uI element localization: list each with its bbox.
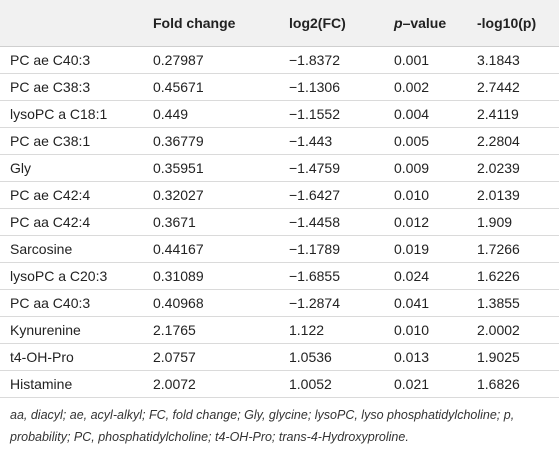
table-row: PC ae C38:3 0.45671 −1.1306 0.002 2.7442 xyxy=(0,73,559,101)
row-label: PC ae C38:3 xyxy=(0,73,143,101)
table-row: PC ae C42:4 0.32027 −1.6427 0.010 2.0139 xyxy=(0,181,559,209)
table-row: PC aa C42:4 0.3671 −1.4458 0.012 1.909 xyxy=(0,208,559,236)
table-cell: 0.004 xyxy=(384,100,467,128)
row-label: PC aa C42:4 xyxy=(0,208,143,236)
table-row: PC aa C40:3 0.40968 −1.2874 0.041 1.3855 xyxy=(0,289,559,317)
table-body: PC ae C40:3 0.27987 −1.8372 0.001 3.1843 PC a… xyxy=(0,46,559,398)
table-cell: 2.0072 xyxy=(143,370,279,398)
table-cell: −1.443 xyxy=(279,127,384,155)
table-row: Histamine 2.0072 1.0052 0.021 1.6826 xyxy=(0,370,559,398)
row-label: Histamine xyxy=(0,370,143,398)
table-cell: 1.909 xyxy=(467,208,559,236)
header-row: Fold change log2(FC) p–value -log10(p) xyxy=(0,0,559,47)
row-label: PC aa C40:3 xyxy=(0,289,143,317)
table-cell: 0.35951 xyxy=(143,154,279,182)
row-label: Kynurenine xyxy=(0,316,143,344)
table-cell: −1.1552 xyxy=(279,100,384,128)
table-row: Kynurenine 2.1765 1.122 0.010 2.0002 xyxy=(0,316,559,344)
table-cell: 0.024 xyxy=(384,262,467,290)
table-cell: 1.7266 xyxy=(467,235,559,263)
table-cell: 2.0002 xyxy=(467,316,559,344)
table-cell: 3.1843 xyxy=(467,46,559,74)
table-cell: 0.3671 xyxy=(143,208,279,236)
table-cell: 0.45671 xyxy=(143,73,279,101)
row-label: Gly xyxy=(0,154,143,182)
row-label: lysoPC a C18:1 xyxy=(0,100,143,128)
table-cell: 0.36779 xyxy=(143,127,279,155)
row-label: t4-OH-Pro xyxy=(0,343,143,371)
table-cell: 1.3855 xyxy=(467,289,559,317)
table-row: t4-OH-Pro 2.0757 1.0536 0.013 1.9025 xyxy=(0,343,559,371)
table-cell: −1.2874 xyxy=(279,289,384,317)
table-cell: 0.27987 xyxy=(143,46,279,74)
table-cell: 0.005 xyxy=(384,127,467,155)
row-label: PC ae C38:1 xyxy=(0,127,143,155)
table-row: Sarcosine 0.44167 −1.1789 0.019 1.7266 xyxy=(0,235,559,263)
table-row: Gly 0.35951 −1.4759 0.009 2.0239 xyxy=(0,154,559,182)
table-cell: 2.0757 xyxy=(143,343,279,371)
footnote: aa, diacyl; ae, acyl-alkyl; FC, fold cha… xyxy=(10,408,515,444)
table-cell: 2.0239 xyxy=(467,154,559,182)
table-row: lysoPC a C18:1 0.449 −1.1552 0.004 2.4119 xyxy=(0,100,559,128)
table-cell: 0.31089 xyxy=(143,262,279,290)
table-cell: −1.6855 xyxy=(279,262,384,290)
header-text: –value xyxy=(402,15,447,31)
header-cell: log2(FC) xyxy=(279,0,384,47)
table-cell: 2.1765 xyxy=(143,316,279,344)
table-cell: 1.0536 xyxy=(279,343,384,371)
table-cell: −1.1789 xyxy=(279,235,384,263)
table-cell: −1.6427 xyxy=(279,181,384,209)
table-cell: 0.449 xyxy=(143,100,279,128)
table-cell: −1.4759 xyxy=(279,154,384,182)
header-text: p xyxy=(394,15,403,31)
header-cell: p–value xyxy=(384,0,467,47)
table-cell: −1.8372 xyxy=(279,46,384,74)
table-cell: 0.001 xyxy=(384,46,467,74)
table-row: PC ae C40:3 0.27987 −1.8372 0.001 3.1843 xyxy=(0,46,559,74)
table-cell: 0.009 xyxy=(384,154,467,182)
header-cell: -log10(p) xyxy=(467,0,559,47)
table-cell: 0.44167 xyxy=(143,235,279,263)
header-cell: Fold change xyxy=(143,0,279,47)
table-cell: 1.9025 xyxy=(467,343,559,371)
table-cell: 1.6826 xyxy=(467,370,559,398)
table-cell: 1.0052 xyxy=(279,370,384,398)
table-cell: 0.021 xyxy=(384,370,467,398)
row-label: PC ae C42:4 xyxy=(0,181,143,209)
table-cell: 0.32027 xyxy=(143,181,279,209)
table-cell: 2.2804 xyxy=(467,127,559,155)
table-cell: 0.013 xyxy=(384,343,467,371)
table-cell: 2.4119 xyxy=(467,100,559,128)
table-cell: −1.1306 xyxy=(279,73,384,101)
table-cell: 0.010 xyxy=(384,316,467,344)
table-cell: −1.4458 xyxy=(279,208,384,236)
table-cell: 0.010 xyxy=(384,181,467,209)
table-row: PC ae C38:1 0.36779 −1.443 0.005 2.2804 xyxy=(0,127,559,155)
table-cell: 0.40968 xyxy=(143,289,279,317)
table-cell: 0.019 xyxy=(384,235,467,263)
data-table: Fold change log2(FC) p–value -log10(p) PC a… xyxy=(0,0,559,398)
table-cell: 2.7442 xyxy=(467,73,559,101)
table-row: lysoPC a C20:3 0.31089 −1.6855 0.024 1.6226 xyxy=(0,262,559,290)
row-label: PC ae C40:3 xyxy=(0,46,143,74)
row-label: Sarcosine xyxy=(0,235,143,263)
table-cell: 1.122 xyxy=(279,316,384,344)
table-cell: 1.6226 xyxy=(467,262,559,290)
table-cell: 0.002 xyxy=(384,73,467,101)
table-cell: 2.0139 xyxy=(467,181,559,209)
header-cell xyxy=(0,0,143,47)
table-cell: 0.012 xyxy=(384,208,467,236)
row-label: lysoPC a C20:3 xyxy=(0,262,143,290)
table-cell: 0.041 xyxy=(384,289,467,317)
